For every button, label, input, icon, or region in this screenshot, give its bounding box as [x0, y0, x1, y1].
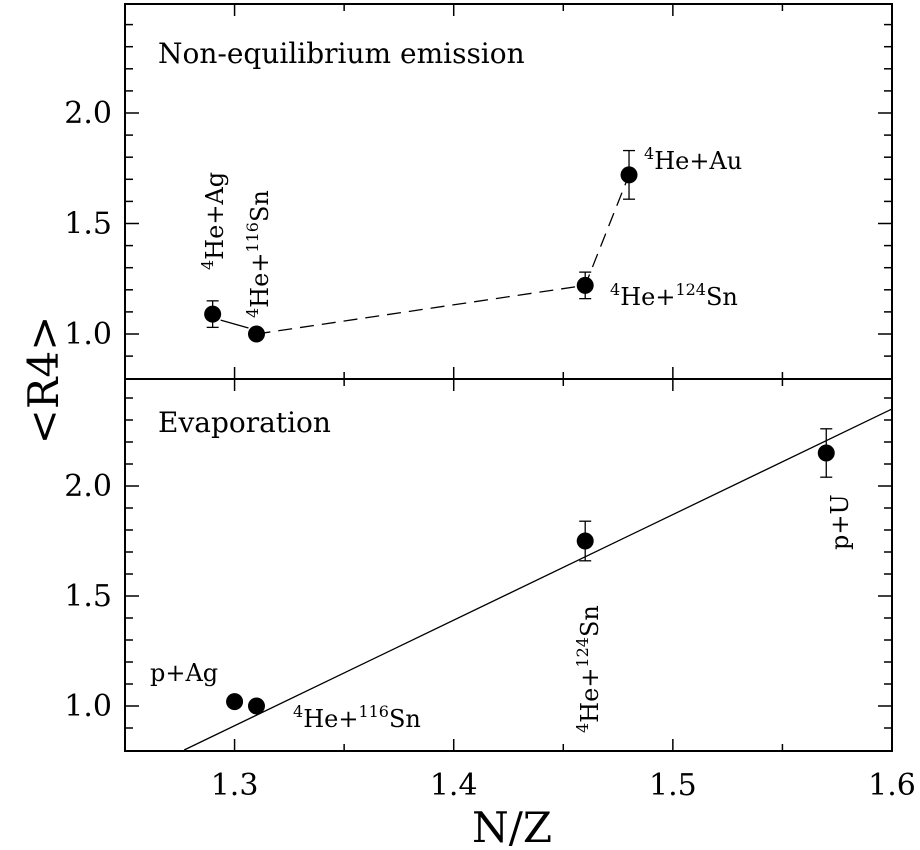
label-he-sn124-bottom: 4He+124Sn [573, 605, 604, 733]
data-points [204, 166, 835, 715]
data-point [204, 305, 222, 323]
label-he-sn116-top: 4He+116Sn [243, 190, 274, 318]
tick-labels: 1.0 1.5 2.0 1.0 1.5 2.0 1.3 1.4 1.5 1.6 [64, 96, 916, 803]
label-he-sn116-bottom: 4He+116Sn [293, 702, 421, 733]
data-point [576, 532, 594, 550]
dashed-connector [256, 174, 630, 335]
bottom-annotations: p+Ag 4He+116Sn 4He+124Sn p+U [150, 494, 854, 733]
axis-ticks [124, 4, 893, 751]
bottom-panel-title: Evaporation [158, 406, 331, 439]
svg-text:4He+Ag: 4He+Ag [198, 172, 229, 270]
top-annotations: 4He+Ag 4He+116Sn 4He+124Sn 4He+Au [198, 144, 742, 318]
y-tick-label: 2.0 [64, 469, 112, 504]
label-p-u: p+U [826, 494, 854, 550]
svg-text:4He+116Sn: 4He+116Sn [243, 190, 274, 318]
label-he-ag: 4He+Ag [198, 172, 229, 270]
top-panel-title: Non-equilibrium emission [158, 37, 525, 70]
label-p-ag: p+Ag [150, 659, 218, 687]
fit-line [183, 408, 893, 751]
data-point [247, 325, 265, 343]
label-he-sn124-top: 4He+124Sn [610, 280, 738, 311]
data-point [247, 697, 265, 715]
label-he-au: 4He+Au [644, 144, 742, 175]
bottom-panel-frame [124, 378, 893, 752]
x-tick-label: 1.3 [211, 768, 259, 803]
y-tick-label: 1.0 [64, 317, 112, 352]
x-axis-title: N/Z [472, 803, 552, 850]
x-tick-label: 1.5 [649, 768, 697, 803]
data-point [620, 166, 638, 184]
y-tick-label: 2.0 [64, 96, 112, 131]
series-lines [183, 174, 893, 751]
data-point [226, 693, 244, 711]
y-tick-label: 1.5 [64, 579, 112, 614]
svg-text:4He+124Sn: 4He+124Sn [573, 605, 604, 733]
y-axis-title: <R4> [19, 316, 68, 445]
x-tick-label: 1.4 [430, 768, 478, 803]
y-tick-label: 1.5 [64, 207, 112, 242]
data-point [817, 444, 835, 462]
svg-text:p+U: p+U [826, 494, 854, 550]
x-tick-label: 1.6 [868, 768, 916, 803]
connector-segment [220, 319, 249, 329]
data-point [576, 276, 594, 294]
y-tick-label: 1.0 [64, 689, 112, 724]
